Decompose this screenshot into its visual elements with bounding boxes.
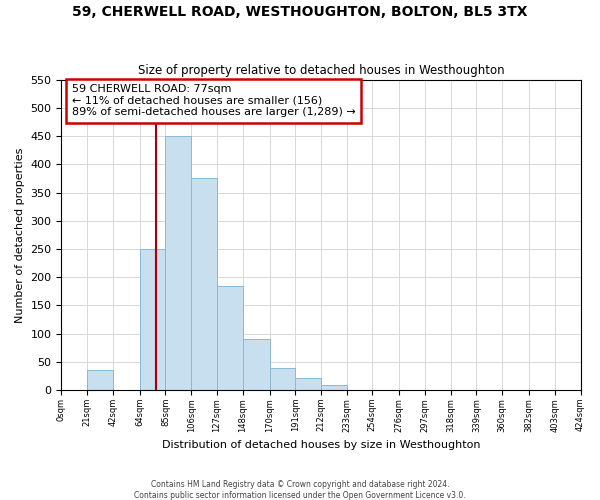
Bar (140, 249, 166, 390)
Bar (295, 378, 321, 390)
Bar (217, 286, 242, 390)
Bar (191, 178, 217, 390)
Bar (321, 384, 347, 390)
Bar (242, 340, 269, 390)
X-axis label: Distribution of detached houses by size in Westhoughton: Distribution of detached houses by size … (162, 440, 480, 450)
Text: Contains HM Land Registry data © Crown copyright and database right 2024.
Contai: Contains HM Land Registry data © Crown c… (134, 480, 466, 500)
Text: 59 CHERWELL ROAD: 77sqm
← 11% of detached houses are smaller (156)
89% of semi-d: 59 CHERWELL ROAD: 77sqm ← 11% of detache… (72, 84, 356, 117)
Text: 59, CHERWELL ROAD, WESTHOUGHTON, BOLTON, BL5 3TX: 59, CHERWELL ROAD, WESTHOUGHTON, BOLTON,… (72, 5, 528, 19)
Bar (269, 368, 295, 390)
Bar (166, 136, 191, 390)
Y-axis label: Number of detached properties: Number of detached properties (15, 147, 25, 322)
Title: Size of property relative to detached houses in Westhoughton: Size of property relative to detached ho… (137, 64, 504, 77)
Bar (87, 370, 113, 390)
